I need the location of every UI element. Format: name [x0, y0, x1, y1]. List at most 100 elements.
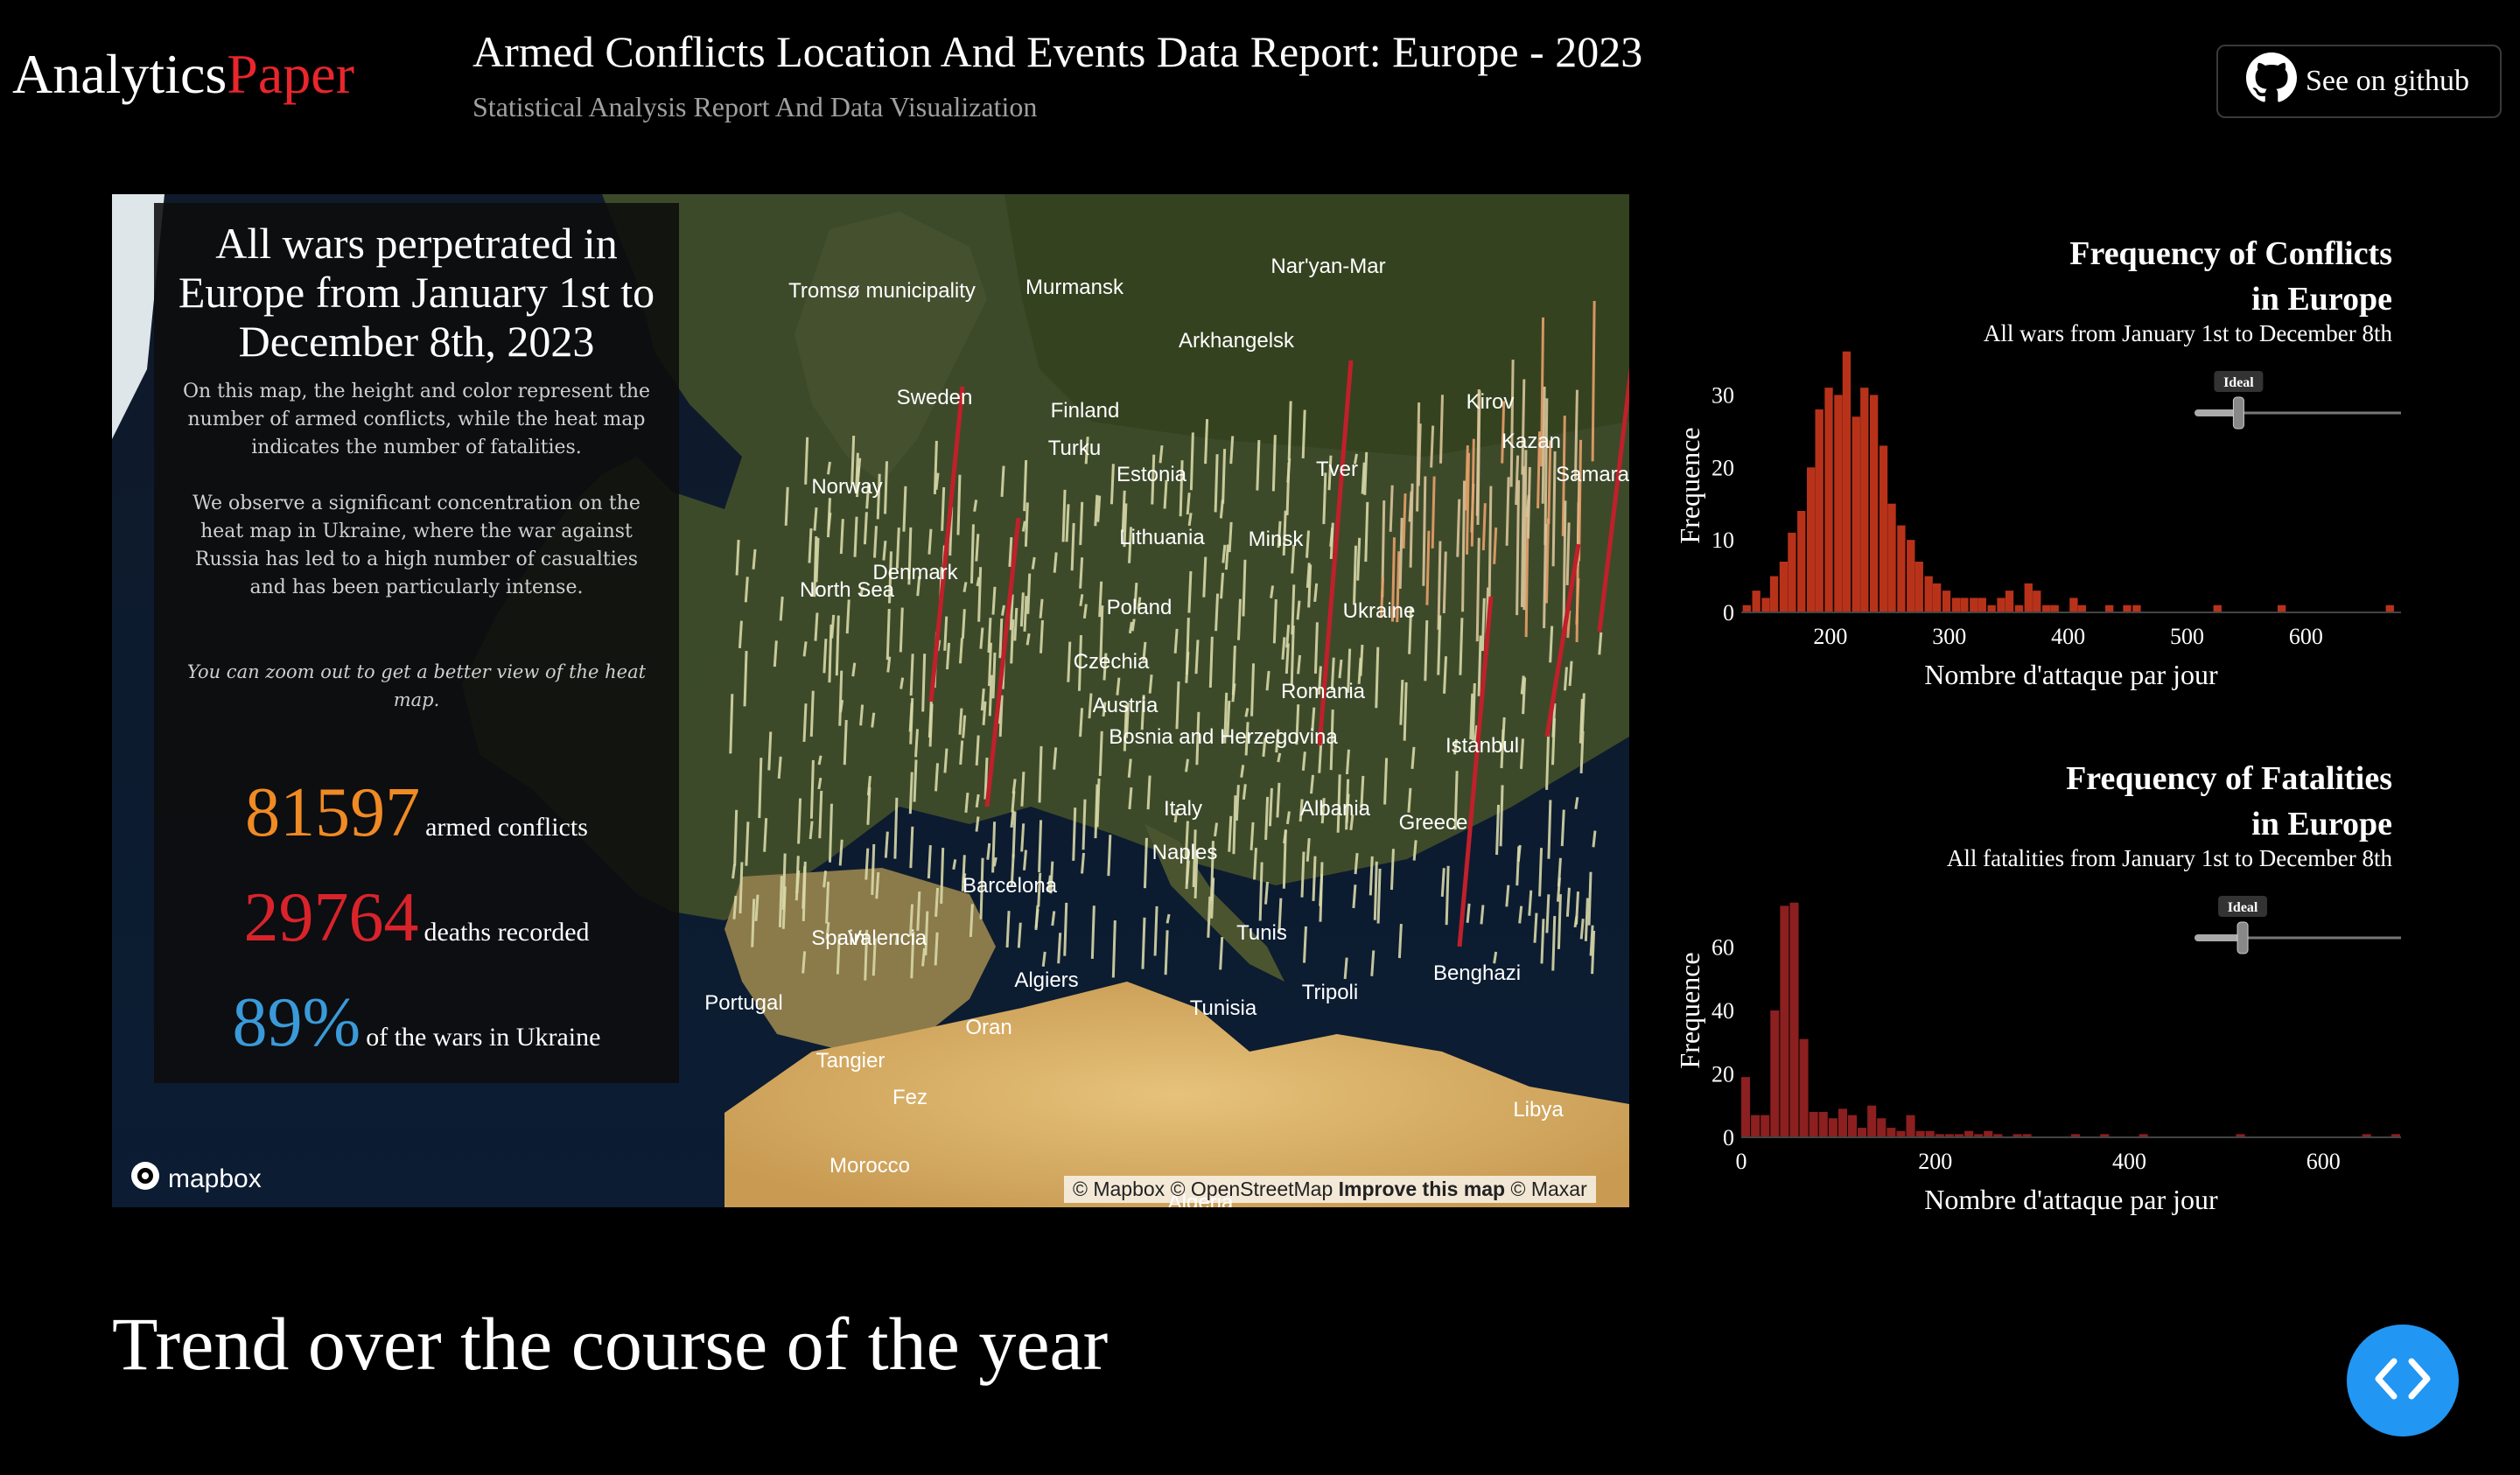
- attribution-osm-link[interactable]: © OpenStreetMap: [1170, 1178, 1334, 1200]
- conflict-bar: [1250, 663, 1256, 717]
- map-canvas[interactable]: Tromsø municipality Murmansk Nar'yan-Mar Ar…: [112, 194, 1629, 1207]
- fatalities-histogram[interactable]: 0 200 400 600 0 20 40 60 Nombre d'attaque par jo…: [1662, 866, 2415, 1225]
- histogram-bar[interactable]: [1789, 902, 1799, 1137]
- histogram-bar[interactable]: [1974, 1134, 1984, 1137]
- conflict-map[interactable]: Tromsø municipality Murmansk Nar'yan-Mar Ar…: [112, 194, 1629, 1207]
- histogram-bar[interactable]: [2138, 1134, 2148, 1137]
- histogram-bar[interactable]: [1942, 591, 1951, 612]
- histogram-bar[interactable]: [1799, 1038, 1809, 1137]
- histogram-bar[interactable]: [1978, 598, 1986, 612]
- attribution-mapbox-link[interactable]: © Mapbox: [1073, 1178, 1166, 1200]
- histogram-bar[interactable]: [1987, 605, 1996, 612]
- histogram-bar[interactable]: [1896, 1130, 1906, 1137]
- histogram-bar[interactable]: [1951, 598, 1961, 612]
- histogram-bar[interactable]: [2033, 591, 2041, 612]
- histogram-bar[interactable]: [1741, 1077, 1751, 1137]
- histogram-bar[interactable]: [1806, 467, 1816, 612]
- histogram-bar[interactable]: [1970, 598, 1978, 612]
- histogram-bar[interactable]: [2005, 591, 2014, 612]
- histogram-bar[interactable]: [1752, 591, 1760, 612]
- histogram-bar[interactable]: [2050, 605, 2059, 612]
- histogram-bar[interactable]: [1852, 416, 1860, 612]
- mapbox-logo[interactable]: mapbox: [130, 1160, 262, 1199]
- attribution-maxar-link[interactable]: © Maxar: [1510, 1178, 1587, 1200]
- histogram-bar[interactable]: [1842, 351, 1852, 612]
- histogram-bar[interactable]: [2123, 605, 2132, 612]
- histogram-bar[interactable]: [2104, 605, 2114, 612]
- histogram-bar[interactable]: [2069, 598, 2078, 612]
- histogram-bar[interactable]: [1925, 1130, 1935, 1137]
- histogram-bar[interactable]: [2213, 605, 2222, 612]
- histogram-bar[interactable]: [1769, 576, 1779, 612]
- histogram-bar[interactable]: [1935, 1134, 1944, 1137]
- histogram-bar[interactable]: [1869, 395, 1879, 612]
- ideal-slider-handle[interactable]: [2236, 921, 2249, 954]
- conflict-bar: [1185, 652, 1190, 683]
- histogram-bar[interactable]: [2362, 1134, 2371, 1137]
- conflict-bar: [1297, 654, 1302, 675]
- histogram-bar[interactable]: [1742, 605, 1751, 612]
- histogram-bar[interactable]: [1838, 1108, 1847, 1137]
- histogram-bar[interactable]: [2012, 1134, 2022, 1137]
- histogram-bar[interactable]: [1815, 409, 1824, 612]
- conflict-bar: [1390, 849, 1395, 891]
- histogram-bar[interactable]: [1914, 562, 1923, 612]
- ideal-slider-handle[interactable]: [2232, 396, 2244, 430]
- histogram-bar[interactable]: [1944, 1134, 1954, 1137]
- conflict-bar: [804, 437, 809, 485]
- histogram-bar[interactable]: [1780, 905, 1789, 1137]
- histogram-bar[interactable]: [1887, 503, 1896, 612]
- histogram-bar[interactable]: [2100, 1134, 2110, 1137]
- histogram-bar[interactable]: [1879, 445, 1888, 612]
- histogram-bar[interactable]: [1954, 1134, 1964, 1137]
- github-button[interactable]: See on github: [2216, 45, 2502, 118]
- histogram-bar[interactable]: [1751, 1115, 1760, 1137]
- conflicts-histogram[interactable]: 200 300 400 500 600 0 10 20 30 Nombre d'attaque p…: [1662, 341, 2415, 700]
- view-code-button[interactable]: [2347, 1325, 2459, 1437]
- histogram-bar[interactable]: [1897, 525, 1906, 612]
- conflict-bar: [980, 689, 985, 711]
- histogram-bar[interactable]: [1770, 1010, 1780, 1137]
- histogram-bar[interactable]: [1984, 1130, 1993, 1137]
- histogram-bar[interactable]: [1828, 1118, 1838, 1137]
- histogram-bar[interactable]: [2277, 605, 2286, 612]
- improve-map-link[interactable]: Improve this map: [1338, 1178, 1506, 1200]
- histogram-bar[interactable]: [2014, 605, 2024, 612]
- histogram-bar[interactable]: [1886, 1128, 1896, 1137]
- histogram-bar[interactable]: [1860, 388, 1869, 612]
- histogram-bar[interactable]: [1858, 1128, 1867, 1137]
- histogram-bar[interactable]: [1877, 1118, 1886, 1137]
- histogram-bar[interactable]: [1997, 598, 2006, 612]
- histogram-bar[interactable]: [1797, 511, 1806, 612]
- histogram-bar[interactable]: [1915, 1130, 1925, 1137]
- histogram-bar[interactable]: [2041, 605, 2051, 612]
- histogram-bar[interactable]: [2132, 605, 2141, 612]
- histogram-bar[interactable]: [1779, 562, 1788, 612]
- histogram-bar[interactable]: [1824, 388, 1833, 612]
- histogram-bar[interactable]: [2390, 1134, 2400, 1137]
- histogram-bar[interactable]: [1960, 598, 1969, 612]
- conflict-bar: [902, 486, 907, 532]
- brand-logo[interactable]: AnalyticsPaper: [12, 42, 354, 107]
- histogram-bar[interactable]: [1924, 576, 1933, 612]
- histogram-bar[interactable]: [1907, 540, 1915, 612]
- histogram-bar[interactable]: [1867, 1105, 1877, 1137]
- histogram-bar[interactable]: [1788, 532, 1796, 612]
- histogram-bar[interactable]: [1761, 598, 1770, 612]
- histogram-bar[interactable]: [2022, 1134, 2032, 1137]
- histogram-bar[interactable]: [1760, 1115, 1770, 1137]
- histogram-bar[interactable]: [1834, 395, 1843, 612]
- histogram-bar[interactable]: [1993, 1134, 2003, 1137]
- conflict-bar: [1031, 556, 1036, 570]
- histogram-bar[interactable]: [2385, 605, 2394, 612]
- histogram-bar[interactable]: [1964, 1130, 1974, 1137]
- histogram-bar[interactable]: [1847, 1115, 1858, 1137]
- histogram-bar[interactable]: [1932, 583, 1942, 612]
- histogram-bar[interactable]: [1809, 1112, 1818, 1137]
- histogram-bar[interactable]: [2071, 1134, 2081, 1137]
- histogram-bar[interactable]: [2077, 605, 2087, 612]
- histogram-bar[interactable]: [2024, 583, 2033, 612]
- histogram-bar[interactable]: [1818, 1112, 1828, 1137]
- histogram-bar[interactable]: [2236, 1134, 2245, 1137]
- histogram-bar[interactable]: [1906, 1115, 1915, 1137]
